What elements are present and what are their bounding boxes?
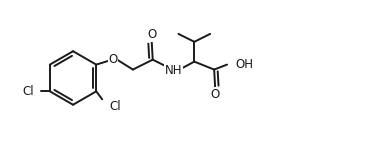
Text: Cl: Cl [109, 100, 121, 113]
Text: Cl: Cl [22, 85, 34, 98]
Text: NH: NH [165, 64, 182, 77]
Text: O: O [147, 28, 156, 41]
Text: OH: OH [235, 58, 253, 71]
Text: O: O [211, 88, 220, 101]
Text: O: O [108, 53, 118, 66]
